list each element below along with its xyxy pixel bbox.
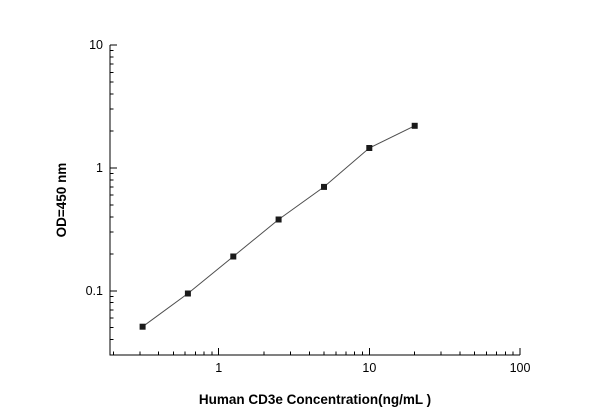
data-point-marker — [411, 122, 418, 129]
y-tick-label: 1 — [96, 161, 103, 175]
data-point-marker — [366, 145, 373, 151]
data-series — [139, 122, 418, 330]
y-tick-label: 10 — [89, 38, 103, 52]
data-point-marker — [275, 216, 282, 223]
data-point-marker — [139, 323, 146, 330]
axes-frame — [109, 45, 520, 356]
x-tick-label: 1 — [215, 361, 222, 375]
axis-tick-labels: 1 10 100 0.1 1 10 — [86, 38, 531, 375]
axis-lines — [109, 45, 520, 356]
y-axis-title: OD=450 nm — [54, 163, 69, 238]
data-point-marker — [321, 183, 327, 190]
y-tick-label: 0.1 — [86, 284, 103, 298]
data-point-marker — [230, 253, 237, 260]
x-axis-title: Human CD3e Concentration(ng/mL ) — [199, 392, 431, 407]
series-line — [142, 125, 415, 328]
x-tick-label: 10 — [362, 361, 376, 375]
x-tick-label: 100 — [510, 361, 531, 375]
axis-ticks — [110, 44, 521, 356]
data-point-marker — [184, 290, 191, 297]
